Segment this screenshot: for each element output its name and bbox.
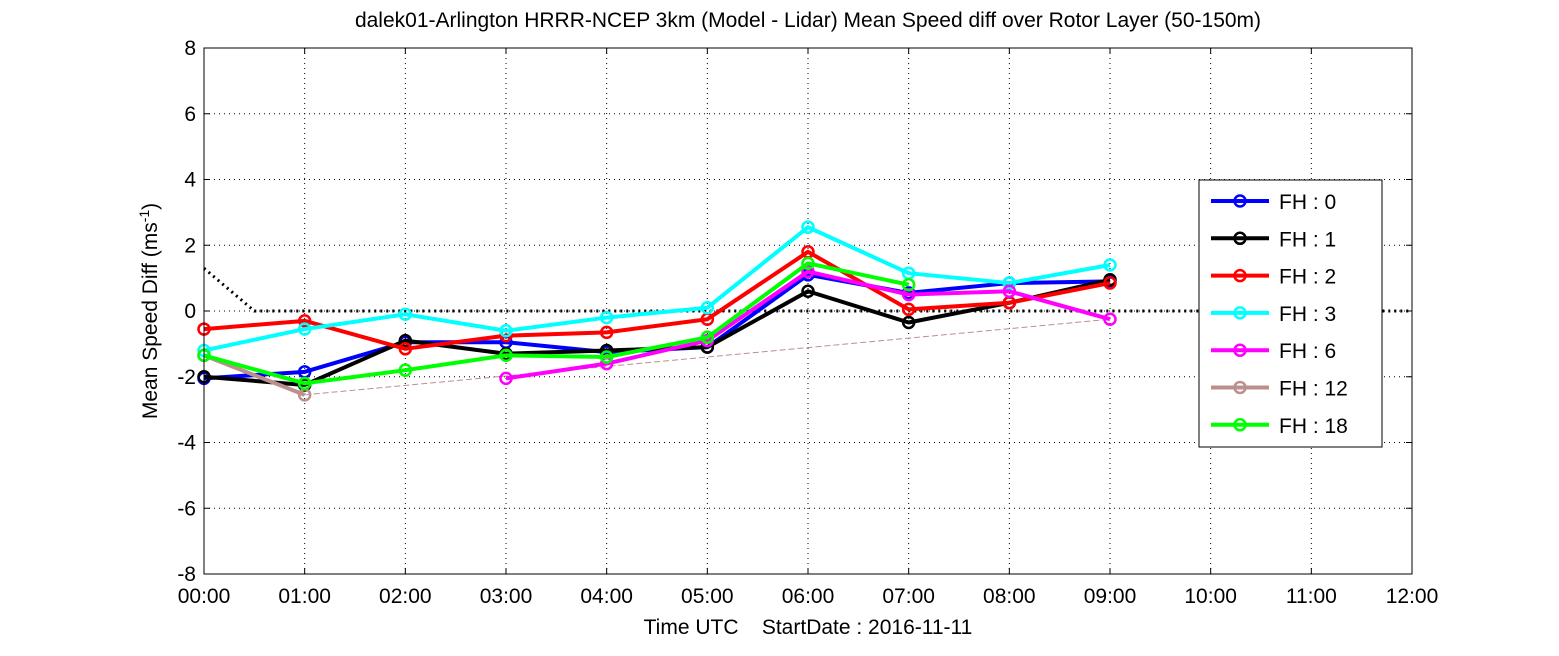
legend: FH : 0 FH : 1 FH : 2 FH : 3 FH : 6 FH : 12 FH … [1198, 179, 1383, 448]
data-point [499, 348, 513, 363]
data-point [599, 310, 614, 325]
data-point [801, 264, 815, 279]
x-tick-label: 01:00 [278, 585, 331, 608]
data-point [398, 342, 413, 356]
data-point [801, 220, 815, 234]
legend-label: FH : 12 [1279, 378, 1348, 401]
data-point [801, 284, 815, 299]
x-tick-label: 02:00 [379, 585, 432, 608]
data-point [398, 363, 413, 377]
x-tick-label: 12:00 [1386, 585, 1439, 608]
legend-item: FH : 1 [1211, 228, 1336, 251]
legend-item: FH : 2 [1211, 266, 1336, 289]
legend-marker [1233, 380, 1247, 395]
x-tick-label: 10:00 [1184, 585, 1237, 608]
y-tick-label: -8 [177, 563, 196, 586]
y-tick-label: 6 [184, 103, 196, 126]
data-point [599, 325, 614, 340]
legend-marker [1233, 268, 1247, 283]
legend-marker [1233, 306, 1247, 320]
series-line [203, 225, 1111, 353]
legend-marker [1233, 194, 1247, 208]
legend-label: FH : 2 [1279, 266, 1336, 289]
legend-marker [1233, 418, 1247, 432]
y-tick-label: -4 [177, 432, 196, 455]
chart-title: dalek01-Arlington HRRR-NCEP 3km (Model -… [355, 9, 1261, 32]
data-point [700, 330, 715, 345]
data-point [1103, 312, 1117, 326]
data-point [901, 315, 916, 330]
x-tick-label: 05:00 [681, 585, 734, 608]
y-axis-label-close: ) [139, 203, 162, 210]
y-axis-label-sup: -1 [136, 210, 152, 223]
legend-item: FH : 12 [1211, 378, 1348, 401]
data-point [297, 314, 312, 328]
legend-label: FH : 3 [1279, 303, 1336, 326]
data-point [801, 256, 815, 271]
data-point [901, 302, 916, 317]
legend-label: FH : 0 [1279, 191, 1336, 214]
data-point [297, 322, 312, 336]
data-point [398, 307, 413, 322]
x-tick-label: 11:00 [1286, 585, 1337, 608]
legend-label: FH : 1 [1279, 228, 1336, 251]
data-point [901, 277, 916, 292]
data-point [499, 371, 513, 386]
x-tick-label: 04:00 [580, 585, 633, 608]
legend-marker [1233, 231, 1247, 246]
legend-item: FH : 18 [1211, 415, 1348, 438]
x-tick-label: 08:00 [983, 585, 1036, 608]
data-point [1103, 276, 1117, 290]
y-axis-label-main: Mean Speed Diff (ms [139, 222, 162, 419]
data-point [599, 350, 614, 364]
y-axis-label: Mean Speed Diff (ms-1) [136, 203, 162, 419]
data-point [398, 333, 413, 348]
legend-item: FH : 6 [1211, 340, 1336, 363]
y-tick-label: 8 [184, 37, 196, 60]
data-point [1002, 284, 1017, 299]
legend-label: FH : 18 [1279, 415, 1348, 438]
x-tick-label: 09:00 [1084, 585, 1137, 608]
y-tick-label: -2 [177, 366, 196, 389]
y-tick-label: -6 [177, 497, 196, 520]
y-tick-label: 4 [184, 169, 196, 192]
x-axis-label: Time UTC StartDate : 2016-11-11 [644, 616, 973, 639]
legend-label: FH : 6 [1279, 340, 1336, 363]
reference-line-dotted [203, 267, 1412, 313]
data-point [700, 300, 715, 315]
legend-marker [1233, 343, 1247, 357]
legend-item: FH : 3 [1211, 303, 1336, 326]
series-4 [197, 220, 1117, 358]
data-point [1002, 276, 1017, 290]
legend-item: FH : 0 [1211, 191, 1336, 214]
data-point [499, 323, 513, 338]
series-line [203, 261, 910, 386]
data-point [297, 376, 312, 391]
x-tick-label: 07:00 [882, 585, 935, 608]
y-tick-label: 2 [184, 234, 196, 257]
x-axis-ticks: 00:00 01:00 02:00 03:00 04:00 05:00 06:00 07:00… [178, 48, 1439, 608]
y-axis-ticks: -8 -6 -4 -2 0 2 4 6 8 [177, 37, 1412, 586]
y-tick-label: 0 [184, 300, 196, 323]
x-tick-label: 00:00 [178, 585, 231, 608]
series-line [203, 249, 1111, 351]
x-tick-label: 06:00 [782, 585, 835, 608]
data-point [1103, 258, 1117, 272]
series-group [197, 220, 1117, 402]
x-tick-label: 03:00 [480, 585, 533, 608]
reference-lines [203, 267, 1412, 396]
